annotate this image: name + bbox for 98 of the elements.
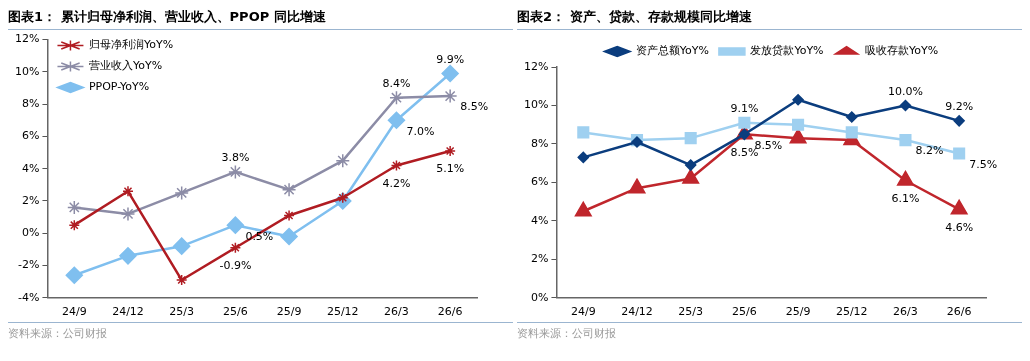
point (120, 206, 136, 222)
data-label: 8.4% (382, 77, 411, 91)
chart-title: 图表1： 累计归母净利润、营业收入、PPOP 同比增速 (8, 8, 513, 30)
point (335, 153, 351, 168)
x-tick-label: 25/9 (785, 305, 811, 319)
point (953, 115, 965, 127)
point (792, 93, 804, 106)
x-tick-label: 25/12 (835, 305, 868, 319)
point (172, 237, 191, 255)
point (738, 116, 751, 129)
point (684, 132, 697, 145)
y-tick-label: -4% (18, 290, 40, 304)
y-tick-label: 4% (531, 213, 549, 227)
point (684, 159, 697, 171)
point (682, 168, 700, 184)
data-label: 8.5% (460, 100, 489, 114)
legend-label: 营业收入YoY% (88, 59, 163, 73)
text: 资料来源：公司财报 (8, 326, 108, 341)
y-tick-label: 2% (22, 193, 40, 207)
data-label: 5.1% (436, 162, 465, 176)
point (896, 170, 914, 186)
point (119, 247, 137, 265)
text: 资料来源：公司财报 (517, 326, 617, 341)
data-label: 6.1% (891, 191, 920, 205)
point (577, 151, 590, 164)
data-label: 3.8% (221, 151, 250, 165)
y-tick-label: 4% (22, 161, 40, 175)
point (950, 199, 968, 215)
x-tick-label: 26/6 (437, 305, 463, 319)
x-tick-label: 24/12 (112, 305, 144, 319)
x-tick-label: 25/6 (732, 305, 757, 319)
point (174, 185, 189, 201)
point (846, 111, 858, 123)
x-tick-label: 26/6 (946, 305, 972, 319)
point (577, 126, 590, 139)
y-tick-label: -2% (18, 258, 40, 272)
point (628, 178, 646, 194)
data-label: 9.9% (436, 52, 465, 66)
data-label: 7.5% (969, 157, 998, 171)
data-label: 7.0% (406, 124, 435, 138)
data-label: 10.0% (887, 84, 923, 98)
y-tick-label: 10% (15, 64, 40, 78)
point (390, 159, 403, 172)
y-tick-label: 6% (22, 129, 40, 143)
point (228, 164, 243, 180)
point (389, 90, 404, 105)
y-tick-label: 8% (531, 136, 549, 150)
point (229, 242, 242, 254)
point (122, 185, 134, 198)
point (574, 201, 592, 217)
point (845, 126, 858, 139)
x-tick-label: 25/3 (169, 305, 195, 319)
point (792, 118, 805, 131)
point (444, 145, 456, 157)
point (387, 111, 406, 130)
data-label: 4.2% (382, 176, 411, 190)
data-label: 8.2% (915, 144, 944, 158)
y-tick-label: 8% (22, 97, 40, 111)
data-label: -0.9% (219, 259, 252, 273)
legend-label: 发放贷款YoY% (750, 44, 824, 58)
y-tick-label: 10% (524, 98, 549, 112)
point (953, 147, 966, 160)
x-tick-label: 24/9 (61, 305, 87, 319)
point (226, 216, 245, 234)
legend-label: 吸收存款YoY% (865, 44, 939, 58)
data-label: 9.2% (945, 100, 974, 114)
legend-label: 资产总额YoY% (635, 44, 709, 58)
y-tick-label: 12% (524, 59, 549, 73)
point (280, 227, 298, 246)
point (738, 128, 751, 141)
x-tick-label: 25/9 (276, 305, 302, 319)
point (789, 128, 807, 144)
point (65, 266, 84, 284)
point (283, 209, 295, 222)
x-tick-label: 24/12 (621, 305, 653, 319)
point (899, 134, 912, 147)
x-tick-label: 26/3 (893, 305, 918, 319)
y-tick-label: 0% (531, 290, 549, 304)
point (68, 219, 81, 231)
y-tick-label: 2% (531, 252, 549, 266)
point (899, 99, 912, 112)
x-tick-label: 25/6 (223, 305, 248, 319)
x-tick-label: 25/12 (326, 305, 359, 319)
chart-title: 图表2： 资产、贷款、存款规模同比增速 (517, 8, 1022, 30)
x-tick-label: 26/3 (384, 305, 409, 319)
data-label: 9.1% (730, 102, 759, 116)
y-tick-label: 12% (15, 32, 40, 46)
x-tick-label: 25/3 (678, 305, 704, 319)
y-tick-label: 6% (531, 175, 549, 189)
point (175, 274, 188, 286)
x-tick-label: 24/9 (570, 305, 596, 319)
data-label: 4.6% (945, 220, 974, 234)
point (67, 200, 82, 215)
y-tick-label: 0% (22, 226, 40, 240)
point (281, 182, 297, 197)
legend-label: 归母净利润YoY% (88, 38, 174, 52)
point (441, 64, 459, 83)
legend-label: PPOP-YoY% (88, 80, 150, 94)
